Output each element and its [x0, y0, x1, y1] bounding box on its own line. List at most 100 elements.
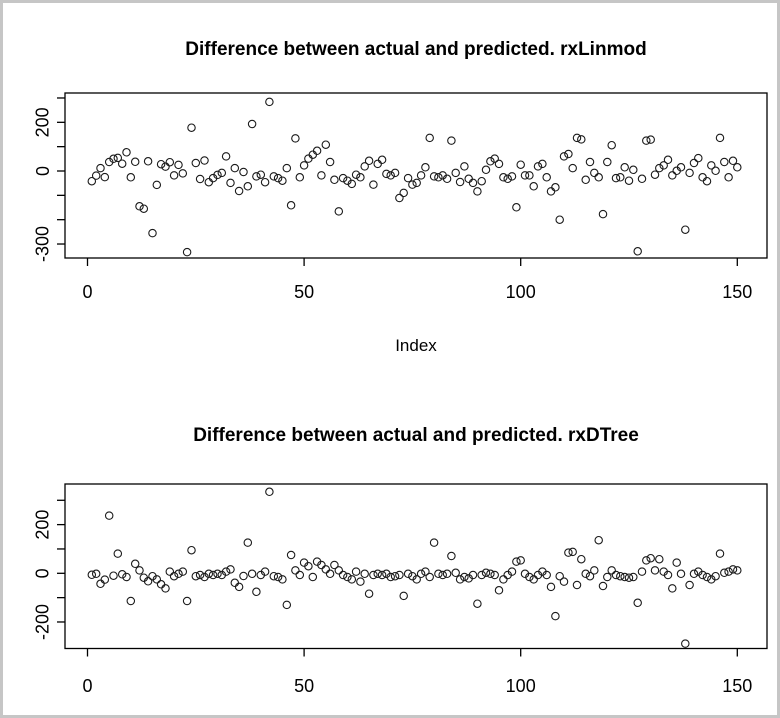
data-point	[577, 135, 586, 144]
data-point	[308, 150, 318, 159]
data-point	[685, 168, 694, 178]
data-point	[113, 153, 123, 163]
data-point	[390, 571, 400, 581]
data-point	[585, 571, 595, 581]
data-point	[195, 570, 205, 580]
data-point	[611, 570, 621, 580]
y-tick-label: -300	[33, 226, 53, 262]
data-point	[247, 119, 257, 129]
data-point	[165, 157, 175, 167]
data-point	[460, 162, 469, 171]
data-point	[568, 163, 577, 173]
data-point	[347, 575, 357, 584]
data-point	[304, 154, 313, 163]
data-point	[434, 173, 443, 182]
data-point	[698, 173, 707, 182]
data-point	[230, 578, 240, 588]
data-point	[616, 571, 625, 581]
data-point	[364, 156, 374, 166]
data-point	[490, 154, 499, 163]
data-point	[239, 167, 248, 177]
data-point	[139, 204, 149, 213]
data-point	[577, 554, 586, 564]
data-point	[546, 187, 556, 196]
data-point	[308, 572, 318, 582]
data-point	[122, 148, 131, 157]
data-point	[317, 560, 326, 570]
data-point	[507, 172, 517, 181]
data-point	[724, 173, 733, 182]
data-point	[143, 157, 153, 166]
data-point	[126, 596, 136, 606]
x-tick-label: 0	[82, 676, 92, 696]
data-point	[360, 569, 369, 579]
data-point	[715, 133, 725, 143]
data-point	[451, 168, 460, 178]
data-point	[243, 182, 253, 191]
data-point	[720, 157, 729, 167]
data-point	[334, 207, 344, 216]
data-point	[646, 135, 655, 144]
data-point	[711, 571, 720, 581]
data-point	[334, 566, 344, 575]
data-point	[195, 174, 205, 184]
data-point	[282, 600, 292, 610]
y-tick-label: 0	[33, 166, 53, 176]
data-point	[533, 162, 543, 171]
data-point	[611, 173, 621, 183]
data-point	[273, 173, 283, 183]
data-point	[100, 172, 110, 182]
data-point	[117, 570, 127, 579]
data-point	[356, 173, 365, 182]
data-point	[698, 570, 707, 580]
data-point	[416, 171, 426, 180]
data-point	[555, 571, 564, 581]
data-point	[503, 174, 512, 184]
data-point	[681, 225, 690, 234]
data-point	[594, 535, 603, 545]
data-point	[620, 163, 629, 172]
data-point	[230, 163, 240, 173]
data-point	[338, 570, 348, 580]
data-point	[707, 161, 716, 170]
data-point	[676, 569, 686, 579]
data-point	[191, 158, 201, 168]
data-point	[321, 140, 331, 149]
data-point	[481, 568, 491, 578]
data-point	[204, 177, 214, 187]
data-point	[676, 163, 686, 172]
data-point	[330, 175, 339, 185]
x-axis-title-index: Index	[395, 336, 437, 355]
data-point	[239, 571, 248, 581]
data-point	[724, 567, 733, 576]
data-point	[130, 559, 140, 569]
data-point	[715, 549, 725, 558]
data-point	[516, 160, 525, 169]
data-point	[507, 567, 517, 576]
data-point	[481, 165, 491, 175]
data-point	[182, 247, 192, 257]
x-tick-label: 50	[294, 282, 314, 302]
data-point	[325, 157, 335, 167]
data-point	[650, 170, 660, 179]
data-point	[555, 215, 564, 224]
data-point	[187, 123, 196, 132]
data-point	[590, 566, 599, 575]
data-point	[663, 155, 673, 165]
data-point	[529, 182, 538, 191]
data-point	[174, 569, 183, 579]
data-point	[286, 201, 296, 210]
data-point	[234, 582, 244, 592]
data-point	[447, 551, 456, 561]
data-point	[633, 247, 642, 256]
data-point	[572, 133, 582, 143]
data-point	[603, 157, 612, 167]
data-point	[473, 599, 482, 608]
data-point	[590, 168, 599, 178]
data-point	[330, 560, 339, 570]
data-point	[659, 161, 668, 170]
data-point	[91, 569, 101, 579]
data-point	[265, 487, 274, 497]
data-point	[178, 169, 188, 178]
data-point	[377, 570, 387, 580]
